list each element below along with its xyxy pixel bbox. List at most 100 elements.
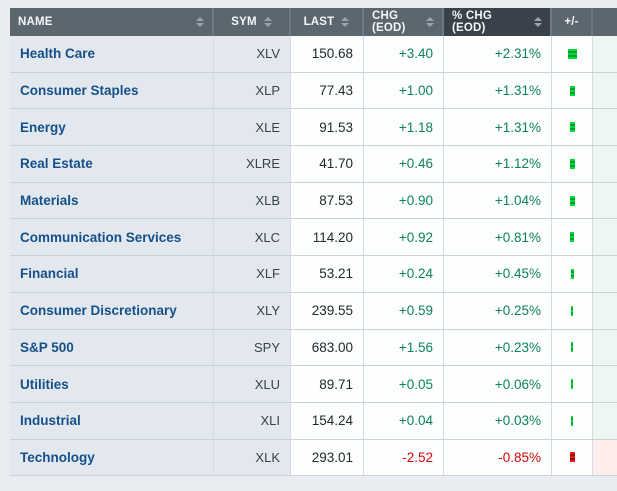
symbol-cell: XLF [214,256,291,292]
last-price-cell: 87.53 [291,182,364,219]
last-price-cell: 154.24 [291,402,364,439]
change-magnitude-bar-icon [569,85,575,96]
change-bar-cell [552,329,593,366]
change-magnitude-bar-icon [569,195,575,206]
sector-name-cell: Industrial [10,402,214,439]
last-price-cell: 683.00 [291,329,364,366]
sector-name-cell: Consumer Discretionary [10,292,214,329]
partial-cutoff-cell [593,36,617,72]
change-cell: +0.04 [364,402,444,439]
table-body: Health Care XLV 150.68 +3.40 +2.31% Cons… [10,36,617,477]
column-header-label: LAST [303,16,335,28]
column-header[interactable] [593,8,617,36]
last-price-cell: 77.43 [291,72,364,109]
sort-up-triangle [341,17,350,21]
last-price-cell: 239.55 [291,292,364,329]
symbol-cell: XLE [214,109,291,146]
partial-cutoff-cell [593,182,617,219]
partial-cutoff-cell [593,439,617,476]
change-magnitude-bar-icon [569,158,575,169]
sector-name-link[interactable]: Consumer Staples [20,83,139,99]
symbol-cell: XLU [214,366,291,402]
sector-name-link[interactable]: Energy [20,119,66,135]
sort-arrows-icon[interactable] [341,17,350,27]
table-header-row: NAME SYM LAST CHG (EOD) % CHG (EOD) +/- [10,8,617,36]
sort-arrows-icon[interactable] [263,17,272,27]
sector-name-link[interactable]: Utilities [20,376,69,392]
sector-name-link[interactable]: Real Estate [20,156,93,172]
percent-change-cell: +1.31% [444,72,552,109]
symbol-cell: XLB [214,182,291,219]
sector-name-link[interactable]: Industrial [20,413,81,429]
change-magnitude-bar-icon [571,305,573,316]
change-bar-cell [552,146,593,182]
change-magnitude-bar-icon [570,232,574,243]
partial-cutoff-cell [593,109,617,146]
last-price-cell: 41.70 [291,146,364,182]
change-bar-cell [552,256,593,292]
symbol-cell: XLK [214,439,291,476]
partial-cutoff-cell [593,402,617,439]
table-row: Consumer Staples XLP 77.43 +1.00 +1.31% [10,72,617,110]
column-header[interactable]: LAST [291,8,364,36]
column-header[interactable]: % CHG (EOD) [444,8,552,36]
symbol-cell: XLC [214,219,291,256]
change-bar-cell [552,439,593,476]
column-header[interactable]: SYM [214,8,291,36]
last-price-cell: 114.20 [291,219,364,256]
table-row: S&P 500 SPY 683.00 +1.56 +0.23% [10,329,617,367]
table-row: Energy XLE 91.53 +1.18 +1.31% [10,109,617,147]
percent-change-cell: +0.06% [444,366,552,402]
sector-name-link[interactable]: Financial [20,266,79,282]
partial-cutoff-cell [593,146,617,182]
partial-cutoff-cell [593,329,617,366]
column-header[interactable]: NAME [10,8,214,36]
change-cell: +0.92 [364,219,444,256]
change-magnitude-bar-icon [570,268,574,279]
sort-arrows-icon[interactable] [196,17,204,27]
percent-change-cell: +1.31% [444,109,552,146]
last-price-cell: 89.71 [291,366,364,402]
sector-name-link[interactable]: Consumer Discretionary [20,303,177,319]
sector-name-link[interactable]: Materials [20,193,79,209]
partial-cutoff-cell [593,256,617,292]
change-cell: +0.90 [364,182,444,219]
column-header[interactable]: CHG (EOD) [364,8,444,36]
partial-cutoff-cell [593,366,617,402]
sector-name-link[interactable]: Technology [20,449,95,465]
change-cell: -2.52 [364,439,444,476]
table-row: Consumer Discretionary XLY 239.55 +0.59 … [10,292,617,330]
last-price-cell: 150.68 [291,36,364,72]
percent-change-cell: +1.04% [444,182,552,219]
sector-name-cell: S&P 500 [10,329,214,366]
change-bar-cell [552,402,593,439]
partial-cutoff-cell [593,219,617,256]
sector-name-cell: Technology [10,439,214,476]
table-row: Technology XLK 293.01 -2.52 -0.85% [10,439,617,477]
sector-name-link[interactable]: Health Care [20,46,96,62]
symbol-cell: XLI [214,402,291,439]
table-row: Real Estate XLRE 41.70 +0.46 +1.12% [10,146,617,183]
sort-up-triangle [196,17,204,21]
change-magnitude-bar-icon [567,48,577,59]
table-row: Industrial XLI 154.24 +0.04 +0.03% [10,402,617,440]
symbol-cell: XLP [214,72,291,109]
change-bar-cell [552,182,593,219]
sort-arrows-icon[interactable] [534,17,542,27]
column-header[interactable]: +/- [552,8,593,36]
table-row: Health Care XLV 150.68 +3.40 +2.31% [10,36,617,73]
sector-name-cell: Utilities [10,366,214,402]
symbol-cell: SPY [214,329,291,366]
sort-arrows-icon[interactable] [426,17,434,27]
percent-change-cell: +0.81% [444,219,552,256]
sector-name-link[interactable]: S&P 500 [20,339,74,355]
change-bar-cell [552,219,593,256]
change-cell: +1.18 [364,109,444,146]
percent-change-cell: +1.12% [444,146,552,182]
table-row: Communication Services XLC 114.20 +0.92 … [10,219,617,257]
symbol-cell: XLRE [214,146,291,182]
sort-down-triangle [426,23,434,27]
sector-name-link[interactable]: Communication Services [20,229,182,245]
change-bar-cell [552,36,593,72]
sector-name-cell: Energy [10,109,214,146]
